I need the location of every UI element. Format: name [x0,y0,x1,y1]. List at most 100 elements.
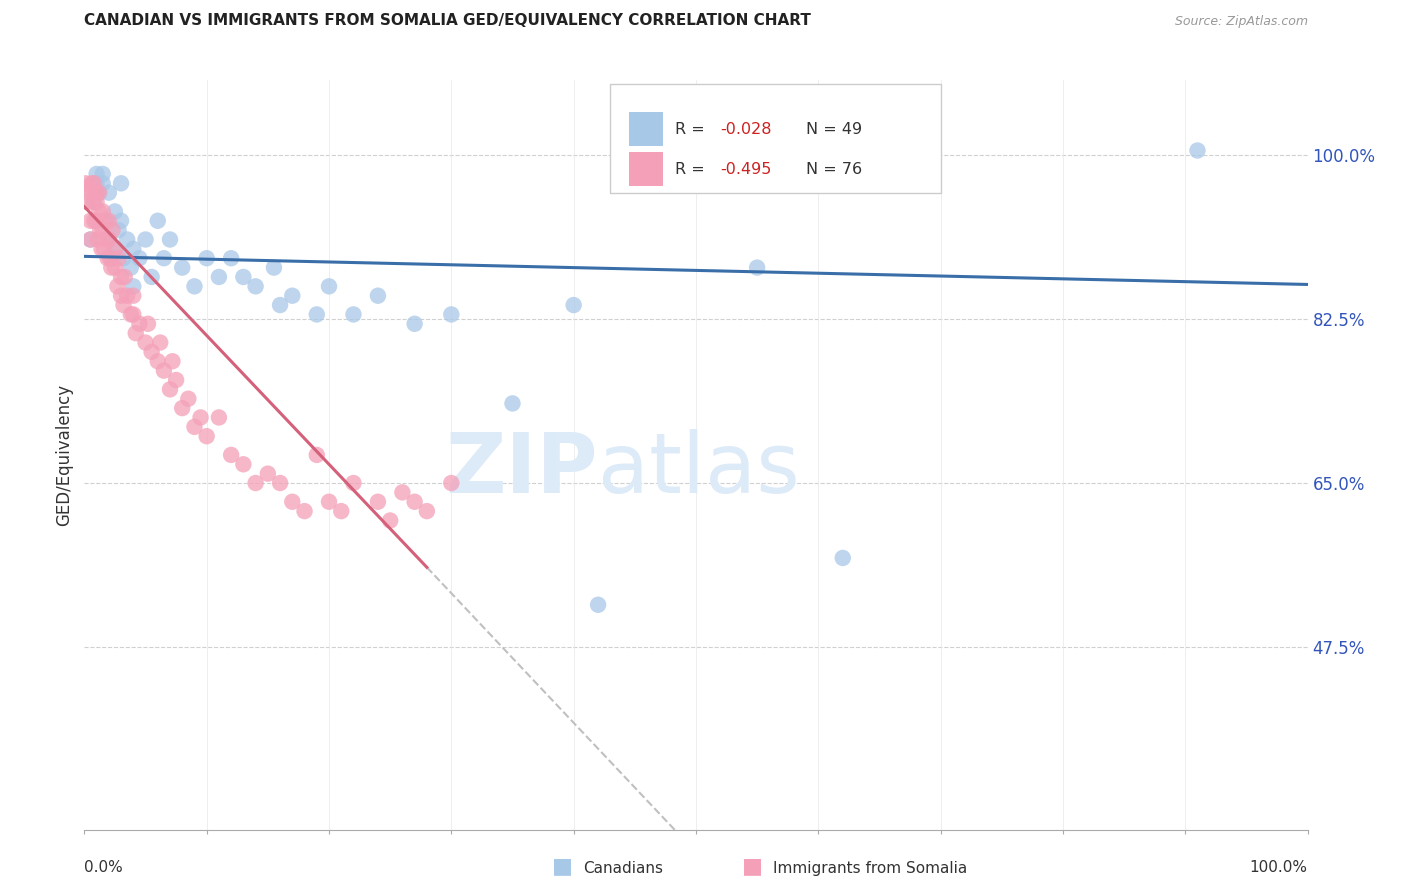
Point [391,485,413,500]
Point [86,213,108,227]
Point [342,476,364,491]
Point [86,177,108,191]
Text: N = 49: N = 49 [806,122,862,137]
Point [100,252,122,266]
Point [77,186,100,200]
Point [96,232,118,246]
Point [83,195,105,210]
Point [100,260,122,275]
Point [146,354,169,368]
Point [105,279,128,293]
Point [232,457,254,471]
Point [125,326,148,340]
Point [153,252,176,266]
Point [257,467,280,481]
Point [122,289,145,303]
Point [440,476,463,491]
Point [128,317,150,331]
Point [195,429,218,443]
Point [404,317,426,331]
Text: Immigrants from Somalia: Immigrants from Somalia [773,861,967,876]
Text: ■: ■ [742,856,762,876]
Point [367,494,389,508]
Point [97,232,120,246]
Text: ■: ■ [553,856,572,876]
Point [136,317,159,331]
Point [91,204,114,219]
Point [502,396,524,410]
Text: R =: R = [675,162,710,177]
Text: -0.028: -0.028 [720,122,772,137]
Point [342,307,364,322]
Point [112,252,135,266]
Point [110,269,132,284]
Point [245,279,267,293]
Point [104,204,127,219]
Point [82,195,104,210]
Point [97,232,120,246]
Point [195,252,218,266]
Point [281,494,304,508]
Point [122,279,145,293]
Point [219,448,242,462]
Point [404,494,426,508]
Point [91,167,114,181]
Text: R =: R = [675,122,710,137]
Point [190,410,212,425]
Point [86,167,108,181]
Point [104,242,127,256]
Point [245,476,267,491]
Point [305,307,328,322]
Point [83,213,105,227]
Text: -0.495: -0.495 [720,162,772,177]
Point [86,186,108,200]
Point [91,177,114,191]
Text: atlas: atlas [598,429,800,510]
FancyBboxPatch shape [610,84,941,193]
Point [172,401,194,416]
Point [747,260,769,275]
Point [281,289,304,303]
Point [269,298,291,312]
Point [146,213,169,227]
Point [172,260,194,275]
Point [75,177,97,191]
Point [97,186,120,200]
Point [562,298,585,312]
Point [110,289,132,303]
Point [177,392,200,406]
Point [86,195,108,210]
Point [208,269,231,284]
Point [318,494,340,508]
Text: N = 76: N = 76 [806,162,862,177]
Point [318,279,340,293]
Text: 100.0%: 100.0% [1250,860,1308,874]
Point [87,232,110,246]
Point [141,269,163,284]
Point [96,213,118,227]
Text: Source: ZipAtlas.com: Source: ZipAtlas.com [1174,15,1308,28]
Point [80,177,103,191]
Point [110,177,132,191]
Point [128,252,150,266]
Point [87,186,110,200]
Point [90,242,112,256]
Text: 0.0%: 0.0% [84,860,124,874]
Point [107,252,129,266]
Point [97,252,120,266]
Point [149,335,172,350]
Point [122,307,145,322]
Point [141,344,163,359]
Y-axis label: GED/Equivalency: GED/Equivalency [55,384,73,526]
Point [76,195,98,210]
Point [135,335,157,350]
Point [135,232,157,246]
Point [440,307,463,322]
Point [115,289,138,303]
Point [104,260,127,275]
Point [416,504,439,518]
Point [93,242,115,256]
Point [77,181,100,195]
Point [294,504,316,518]
Point [153,364,176,378]
